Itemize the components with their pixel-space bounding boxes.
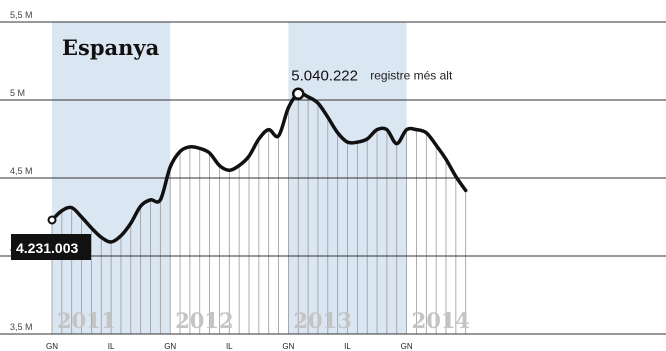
x-tick-label: IL (226, 342, 233, 351)
y-tick-label: 5 M (10, 88, 25, 98)
vertical-gridlines (51, 93, 467, 334)
peak-annotation: 5.040.222 registre més alt (291, 68, 453, 85)
x-tick-label: GN (282, 342, 294, 351)
x-axis-labels: GN IL GN IL GN IL GN (46, 342, 413, 351)
year-labels: 2011 2012 2013 2014 (57, 308, 470, 333)
start-point-marker (47, 215, 57, 225)
start-value-background (11, 234, 91, 260)
start-value-box: 4.231.003 (11, 234, 91, 260)
horizontal-gridlines (0, 21, 666, 335)
year-label-2012: 2012 (175, 308, 233, 333)
start-value-label: 4.231.003 (16, 240, 78, 256)
y-tick-label: 4,5 M (10, 166, 33, 176)
x-tick-label: GN (164, 342, 176, 351)
year-label-2014: 2014 (412, 308, 470, 333)
x-tick-label: IL (344, 342, 351, 351)
peak-point-marker (292, 87, 305, 100)
year-label-2013: 2013 (293, 308, 351, 333)
year-label-2011: 2011 (57, 308, 115, 333)
x-tick-label: GN (46, 342, 58, 351)
x-tick-label: IL (108, 342, 115, 351)
y-tick-label: 3,5 M (10, 322, 33, 332)
y-axis-labels: 5,5 M5 M4,5 M4 M3,5 M (10, 10, 33, 332)
x-tick-label: GN (401, 342, 413, 351)
peak-value-label: 5.040.222 (291, 68, 358, 85)
series-line (50, 91, 468, 244)
chart-title: Espanya (62, 35, 160, 60)
y-tick-label: 5,5 M (10, 10, 33, 20)
peak-text-label: registre més alt (370, 69, 453, 83)
markers (47, 87, 305, 225)
